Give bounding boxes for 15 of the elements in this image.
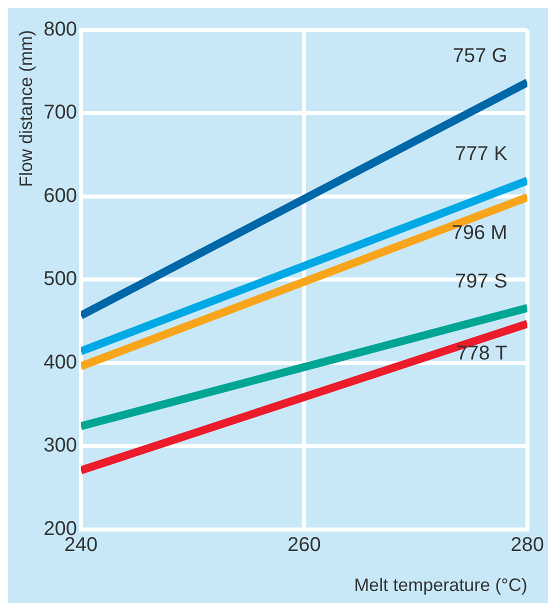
x-tick-label: 280: [510, 534, 544, 556]
series-label: 796 M: [452, 222, 508, 244]
series-label: 777 K: [455, 143, 508, 166]
y-tick-label: 700: [44, 102, 77, 124]
x-axis-title: Melt temperature (°C): [354, 575, 528, 596]
y-axis-title: Flow distance (mm): [16, 30, 36, 188]
series-label: 757 G: [452, 44, 508, 67]
series-label: 778 T: [456, 342, 508, 364]
series-label: 797 S: [455, 270, 508, 293]
y-tick-label: 600: [44, 184, 77, 207]
y-tick-label: 500: [44, 268, 77, 290]
y-tick-label: 300: [44, 434, 77, 457]
y-tick-label: 800: [44, 18, 77, 41]
x-tick-label: 260: [287, 534, 321, 556]
y-tick-label: 400: [44, 351, 77, 374]
